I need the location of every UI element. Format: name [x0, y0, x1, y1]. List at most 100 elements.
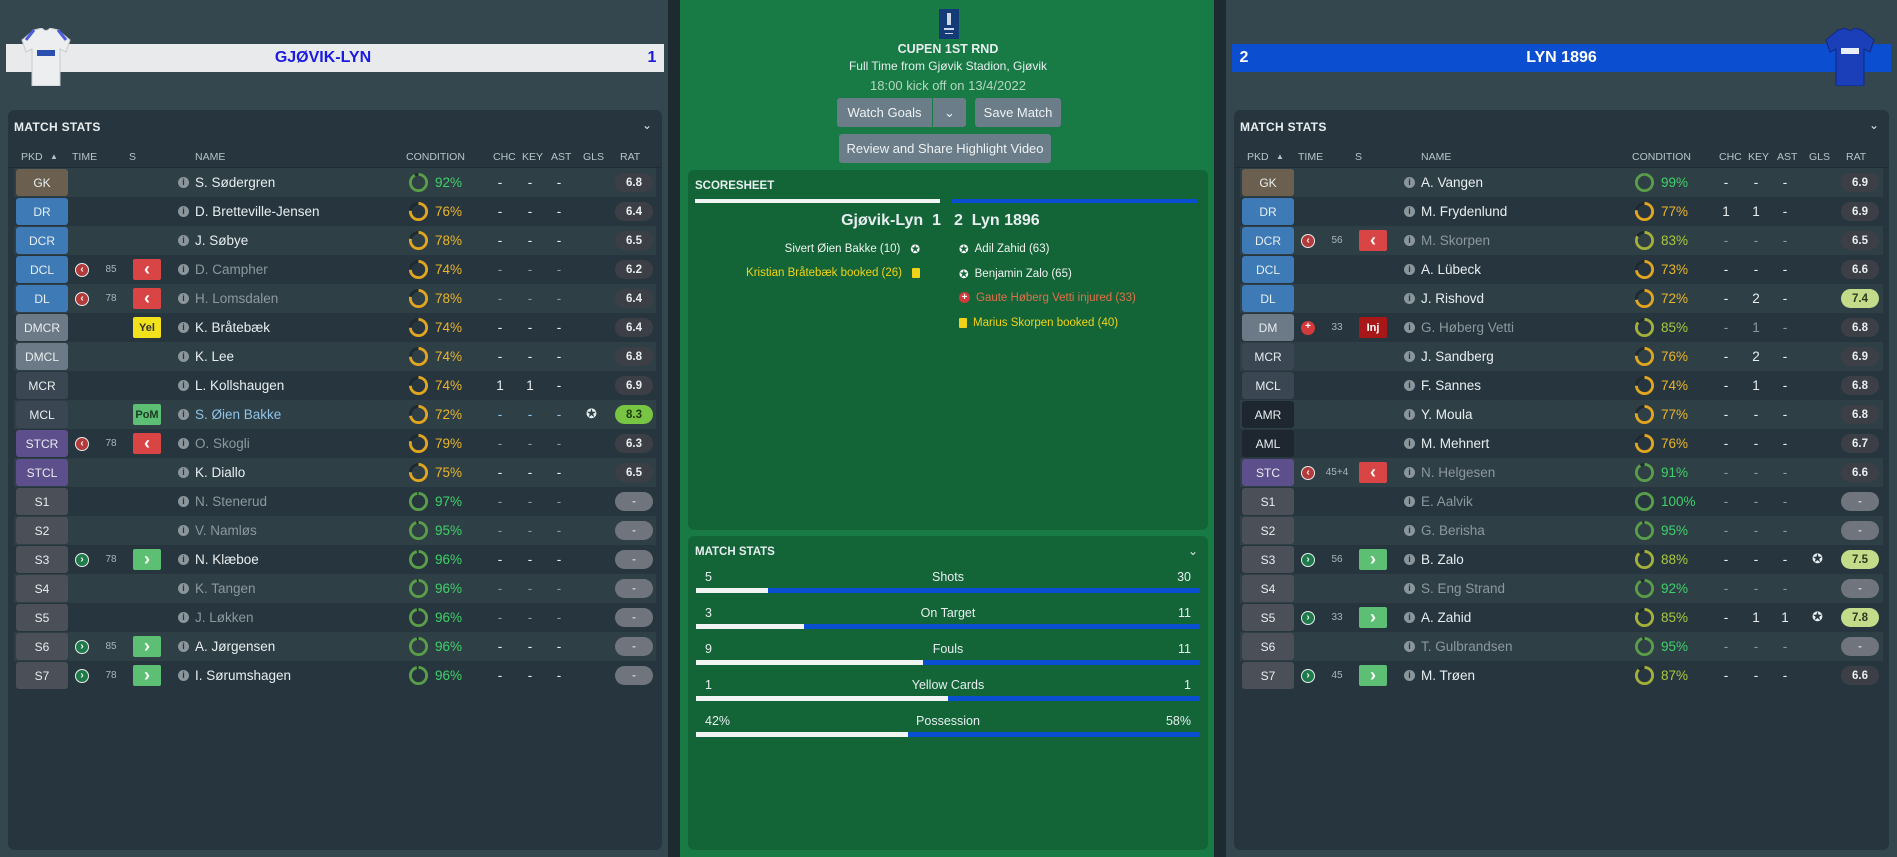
info-icon[interactable]: i [178, 554, 189, 565]
player-row[interactable]: S5 i J. Løkken 96% - - - - [14, 603, 656, 632]
player-row[interactable]: DMCL i K. Lee 74% - - - 6.8 [14, 342, 656, 371]
column-header-name[interactable]: NAME [1421, 151, 1452, 163]
player-name[interactable]: S. Øien Bakke [195, 407, 282, 422]
home-team-name[interactable]: GJØVIK-LYN [274, 49, 372, 66]
sort-asc-icon[interactable]: ▲ [1276, 152, 1284, 161]
player-name[interactable]: J. Søbye [195, 233, 249, 248]
player-row[interactable]: MCL i F. Sannes 74% - 1 - 6.8 [1240, 371, 1883, 400]
column-header-key[interactable]: KEY [522, 151, 544, 163]
player-name[interactable]: A. Vangen [1421, 175, 1484, 190]
player-name[interactable]: J. Sandberg [1421, 349, 1494, 364]
player-row[interactable]: DL i J. Rishovd 72% - 2 - 7.4 [1240, 284, 1883, 313]
column-header-key[interactable]: KEY [1748, 151, 1770, 163]
player-name[interactable]: G. Høberg Vetti [1421, 320, 1515, 335]
info-icon[interactable]: i [1404, 351, 1415, 362]
player-row[interactable]: MCL PoM i S. Øien Bakke 72% - - - ✪ 8.3 [14, 400, 656, 429]
column-header-pkd[interactable]: PKD [21, 151, 43, 163]
player-name[interactable]: A. Zahid [1421, 610, 1472, 625]
player-name[interactable]: M. Skorpen [1421, 233, 1491, 248]
info-icon[interactable]: i [178, 612, 189, 623]
player-row[interactable]: AMR i Y. Moula 77% - - - 6.8 [1240, 400, 1883, 429]
player-row[interactable]: S1 i E. Aalvik 100% - - - - [1240, 487, 1883, 516]
info-icon[interactable]: i [1404, 583, 1415, 594]
player-row[interactable]: S3 › 56 › i B. Zalo 88% - - - ✪ 7.5 [1240, 545, 1883, 574]
player-row[interactable]: S7 › 45 › i M. Trøen 87% - - - 6.6 [1240, 661, 1883, 690]
column-header-gls[interactable]: GLS [583, 151, 605, 163]
column-header-time[interactable]: TIME [1298, 151, 1324, 163]
info-icon[interactable]: i [1404, 177, 1415, 188]
info-icon[interactable]: i [178, 235, 189, 246]
player-name[interactable]: M. Trøen [1421, 668, 1476, 683]
chevron-down-icon[interactable]: ⌄ [641, 118, 652, 132]
chevron-down-icon[interactable]: ⌄ [1868, 118, 1879, 132]
info-icon[interactable]: i [1404, 380, 1415, 391]
info-icon[interactable]: i [178, 467, 189, 478]
away-team-name[interactable]: LYN 1896 [1526, 49, 1597, 66]
player-name[interactable]: S. Sødergren [195, 175, 276, 190]
player-row[interactable]: S7 › 78 › i I. Sørumshagen 96% - - - - [14, 661, 656, 690]
watch-goals-dropdown[interactable]: ⌄ [933, 98, 966, 127]
info-icon[interactable]: i [178, 351, 189, 362]
info-icon[interactable]: i [1404, 409, 1415, 420]
player-row[interactable]: MCR i J. Sandberg 76% - 2 - 6.9 [1240, 342, 1883, 371]
info-icon[interactable]: i [178, 438, 189, 449]
player-row[interactable]: GK i S. Sødergren 92% - - - 6.8 [14, 168, 656, 197]
player-row[interactable]: S6 › 85 › i A. Jørgensen 96% - - - - [14, 632, 656, 661]
player-row[interactable]: DM +33 Inj i G. Høberg Vetti 85% - 1 - 6.8 [1240, 313, 1883, 342]
player-name[interactable]: E. Aalvik [1421, 494, 1473, 509]
player-name[interactable]: G. Berisha [1421, 523, 1485, 538]
info-icon[interactable]: i [1404, 206, 1415, 217]
player-name[interactable]: D. Campher [195, 262, 268, 277]
info-icon[interactable]: i [178, 641, 189, 652]
info-icon[interactable]: i [1404, 670, 1415, 681]
column-header-time[interactable]: TIME [72, 151, 98, 163]
info-icon[interactable]: i [178, 206, 189, 217]
player-row[interactable]: MCR i L. Kollshaugen 74% 1 1 - 6.9 [14, 371, 656, 400]
player-name[interactable]: N. Klæboe [195, 552, 259, 567]
player-name[interactable]: L. Kollshaugen [195, 378, 285, 393]
player-row[interactable]: DR i M. Frydenlund 77% 1 1 - 6.9 [1240, 197, 1883, 226]
info-icon[interactable]: i [1404, 641, 1415, 652]
column-header-condition[interactable]: CONDITION [1632, 151, 1691, 163]
player-name[interactable]: M. Frydenlund [1421, 204, 1508, 219]
player-name[interactable]: A. Lübeck [1421, 262, 1482, 277]
column-header-ast[interactable]: AST [1777, 151, 1798, 163]
info-icon[interactable]: i [1404, 525, 1415, 536]
player-name[interactable]: J. Løkken [195, 610, 254, 625]
info-icon[interactable]: i [178, 409, 189, 420]
player-name[interactable]: O. Skogli [195, 436, 250, 451]
info-icon[interactable]: i [1404, 496, 1415, 507]
info-icon[interactable]: i [1404, 612, 1415, 623]
info-icon[interactable]: i [178, 322, 189, 333]
player-name[interactable]: H. Lomsdalen [195, 291, 279, 306]
player-name[interactable]: S. Eng Strand [1421, 581, 1506, 596]
player-name[interactable]: T. Gulbrandsen [1421, 639, 1513, 654]
player-row[interactable]: STCR ‹ 78 ‹ i O. Skogli 79% - - - 6.3 [14, 429, 656, 458]
player-name[interactable]: K. Diallo [195, 465, 246, 480]
column-header-pkd[interactable]: PKD [1247, 151, 1269, 163]
column-header-s[interactable]: S [129, 151, 137, 163]
column-header-s[interactable]: S [1355, 151, 1363, 163]
player-name[interactable]: I. Sørumshagen [195, 668, 292, 683]
player-name[interactable]: F. Sannes [1421, 378, 1482, 393]
player-row[interactable]: GK i A. Vangen 99% - - - 6.9 [1240, 168, 1883, 197]
info-icon[interactable]: i [178, 293, 189, 304]
info-icon[interactable]: i [1404, 467, 1415, 478]
player-row[interactable]: AML i M. Mehnert 76% - - - 6.7 [1240, 429, 1883, 458]
player-name[interactable]: B. Zalo [1421, 552, 1464, 567]
chevron-down-icon[interactable]: ⌄ [1187, 544, 1198, 558]
highlight-video-button[interactable]: Review and Share Highlight Video [839, 134, 1051, 163]
player-name[interactable]: Y. Moula [1421, 407, 1473, 422]
player-name[interactable]: M. Mehnert [1421, 436, 1490, 451]
player-name[interactable]: V. Namløs [195, 523, 257, 538]
player-row[interactable]: S2 i V. Namløs 95% - - - - [14, 516, 656, 545]
column-header-condition[interactable]: CONDITION [406, 151, 465, 163]
column-header-ast[interactable]: AST [551, 151, 572, 163]
player-row[interactable]: STC ‹ 45+4 ‹ i N. Helgesen 91% - - - 6.6 [1240, 458, 1883, 487]
player-row[interactable]: S4 i K. Tangen 96% - - - - [14, 574, 656, 603]
player-name[interactable]: N. Helgesen [1421, 465, 1496, 480]
player-name[interactable]: J. Rishovd [1421, 291, 1485, 306]
info-icon[interactable]: i [1404, 293, 1415, 304]
column-header-rat[interactable]: RAT [1846, 151, 1867, 163]
player-row[interactable]: DCL ‹ 85 ‹ i D. Campher 74% - - - 6.2 [14, 255, 656, 284]
